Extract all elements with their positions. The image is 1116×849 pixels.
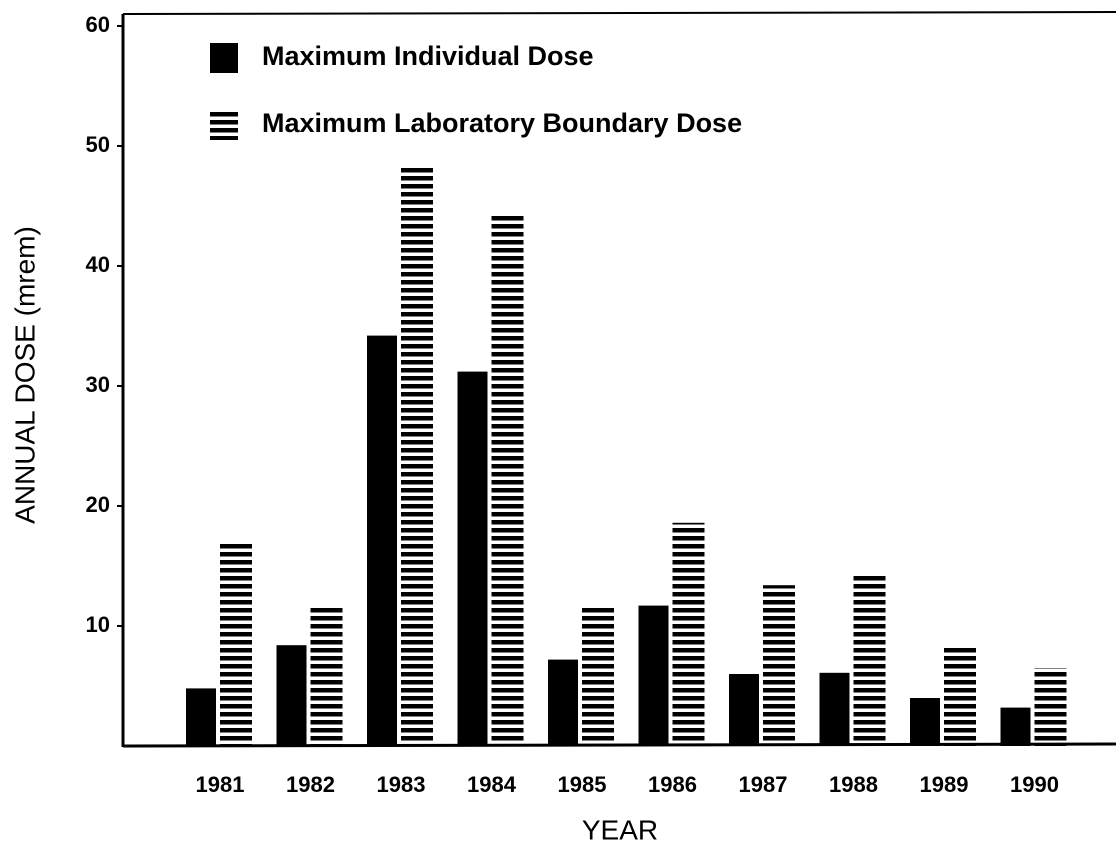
bar (548, 659, 578, 746)
legend-label: Maximum Individual Dose (262, 41, 594, 71)
x-tick-label: 1987 (739, 772, 788, 797)
bar (819, 672, 850, 746)
legend-swatch (210, 43, 238, 73)
x-tick-label: 1982 (286, 772, 335, 797)
bar (582, 606, 614, 746)
bar (367, 335, 397, 746)
x-tick-label: 1989 (920, 772, 969, 797)
bar (220, 543, 252, 746)
x-tick-label: 1988 (829, 772, 878, 797)
bar (853, 575, 886, 746)
y-tick-label: 30 (86, 372, 110, 397)
y-tick-label: 50 (86, 132, 110, 157)
bar (457, 371, 488, 746)
frame-top (122, 11, 1116, 15)
x-tick-label: 1990 (1010, 772, 1059, 797)
y-tick-label: 10 (86, 612, 110, 637)
bar (491, 213, 524, 746)
x-tick-label: 1986 (648, 772, 697, 797)
bar (672, 522, 705, 746)
bar (729, 674, 759, 746)
bar (1000, 707, 1031, 746)
x-tick-label: 1983 (377, 772, 426, 797)
x-tick-label: 1985 (558, 772, 607, 797)
x-tick-label: 1984 (467, 772, 517, 797)
y-tick-label: 60 (86, 12, 110, 37)
legend-swatch (210, 110, 238, 140)
bar (310, 605, 343, 746)
y-tick-label: 20 (86, 492, 110, 517)
bar (944, 647, 976, 746)
bar (763, 585, 795, 746)
bar (910, 698, 940, 746)
y-axis-title: ANNUAL DOSE (mrem) (9, 226, 40, 524)
y-tick-label: 40 (86, 252, 110, 277)
x-axis-title: YEAR (582, 814, 658, 845)
bar (186, 688, 216, 746)
bar (1034, 668, 1067, 746)
bar (638, 605, 669, 746)
bar (401, 167, 433, 747)
x-tick-label: 1981 (196, 772, 245, 797)
bar (276, 645, 307, 746)
legend-label: Maximum Laboratory Boundary Dose (262, 108, 742, 138)
